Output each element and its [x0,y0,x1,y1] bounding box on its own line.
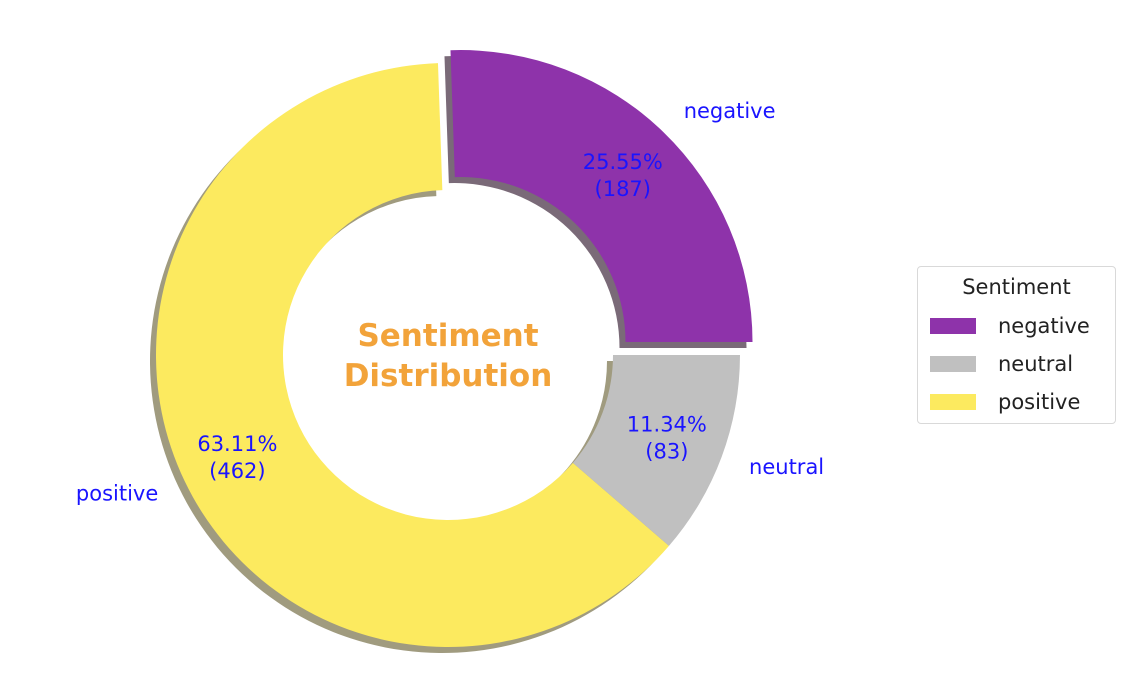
legend: Sentiment negative neutral positive [917,266,1116,424]
legend-item-neutral: neutral [930,351,1073,377]
slice-count-neutral: (83) [645,439,688,463]
legend-item-negative: negative [930,313,1090,339]
legend-swatch-positive [930,394,976,410]
slice-label-negative: negative [684,99,776,123]
slice-neutral [572,355,740,546]
slice-label-neutral: neutral [749,455,824,479]
legend-swatch-neutral [930,356,976,372]
slice-labels: negative 25.55% (187) positive 63.11% (462) ne… [76,99,824,506]
legend-label-negative: negative [998,314,1090,338]
center-title: Sentiment Distribution [344,318,553,394]
slice-count-positive: (462) [209,459,265,483]
legend-label-neutral: neutral [998,352,1074,376]
center-title-line-1: Sentiment [357,318,538,354]
slice-percent-negative: 25.55% [583,150,663,174]
slice-negative [450,50,753,343]
slice-percent-neutral: 11.34% [627,412,707,436]
legend-title: Sentiment [962,275,1071,299]
slices [156,50,753,647]
slice-label-positive: positive [76,482,158,506]
legend-swatch-negative [930,318,976,334]
slice-percent-positive: 63.11% [197,432,277,456]
legend-label-positive: positive [998,390,1081,414]
slice-count-negative: (187) [595,177,651,201]
slice-positive [156,63,669,647]
legend-item-positive: positive [930,389,1080,415]
center-title-line-2: Distribution [344,358,553,394]
